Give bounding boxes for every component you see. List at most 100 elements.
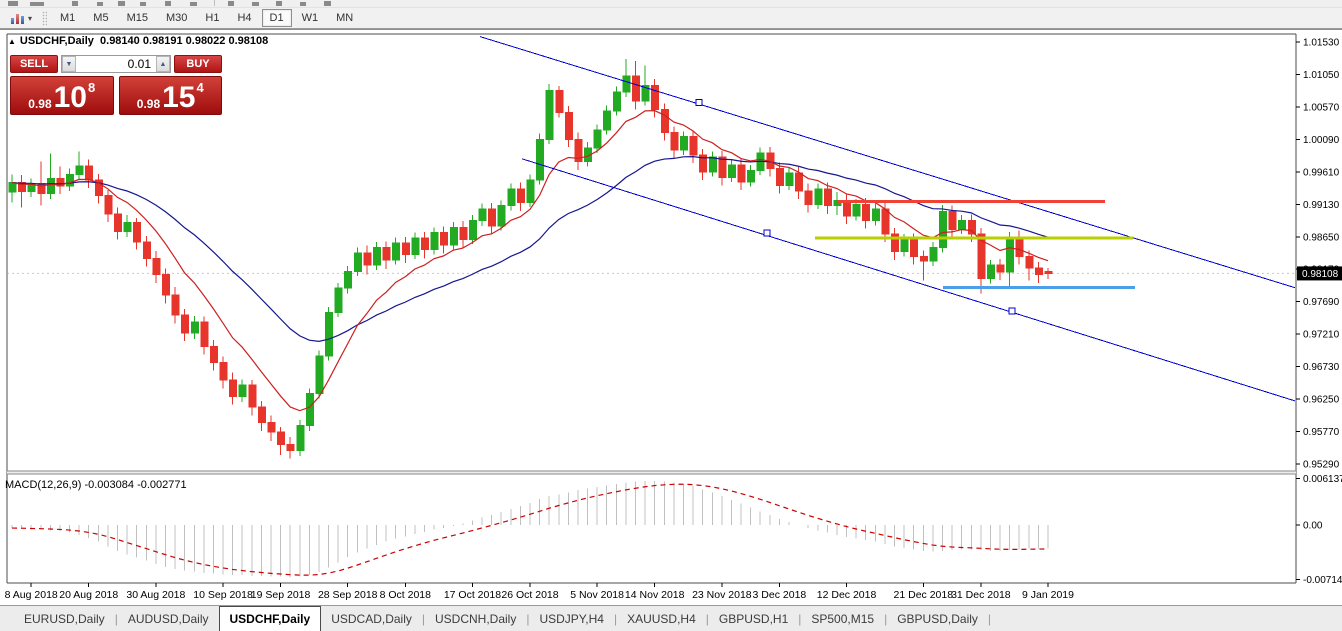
timeframe-button-mn[interactable]: MN — [336, 12, 354, 24]
svg-text:0.96250: 0.96250 — [1303, 395, 1340, 406]
sell-button[interactable]: SELL — [10, 55, 58, 73]
tab-separator: | — [613, 612, 618, 626]
timeframe-toolbar: ▾ M1 M5 M15 M30 H1 H4 D1 W1 MN — [0, 8, 1342, 29]
tab-gbpusd-daily[interactable]: GBPUSD,Daily — [897, 612, 978, 626]
collapse-triangle-icon[interactable]: ▲ — [8, 37, 16, 46]
tab-separator: | — [987, 612, 992, 626]
tab-separator: | — [421, 612, 425, 626]
trendline-channel-lower[interactable] — [521, 158, 1296, 402]
chart-window: 1.01530 1.01050 1.00570 1.00090 0.99610 0.991… — [0, 29, 1342, 605]
buy-button[interactable]: BUY — [174, 55, 222, 73]
svg-text:30 Aug 2018: 30 Aug 2018 — [126, 589, 185, 601]
toolbar-grip-handle[interactable] — [42, 10, 48, 26]
timeframe-button-h1[interactable]: H1 — [205, 12, 220, 24]
trendline-handle-1[interactable] — [763, 229, 771, 237]
pane-splitter[interactable] — [7, 471, 1296, 474]
timeframe-button-m30[interactable]: M30 — [165, 12, 188, 24]
tab-eurusd-daily[interactable]: EURUSD,Daily — [24, 612, 105, 626]
svg-text:0.006137: 0.006137 — [1303, 474, 1342, 485]
svg-text:28 Sep 2018: 28 Sep 2018 — [318, 589, 378, 601]
timeframe-button-d1[interactable]: D1 — [261, 9, 292, 27]
svg-text:0.98108: 0.98108 — [1302, 269, 1339, 280]
one-click-trading-panel: SELL ▼ 0.01 ▲ BUY 0.98 10 8 0.98 15 4 — [10, 55, 222, 115]
macd-indicator-label: MACD(12,26,9) -0.003084 -0.002771 — [5, 479, 187, 491]
svg-text:21 Dec 2018: 21 Dec 2018 — [894, 589, 954, 601]
timeframe-button-h4[interactable]: H4 — [237, 12, 252, 24]
svg-text:0.97210: 0.97210 — [1303, 330, 1340, 341]
tab-usdchf-daily[interactable]: USDCHF,Daily — [218, 606, 322, 631]
tab-sp500-m15[interactable]: SP500,M15 — [811, 612, 875, 626]
tab-separator: | — [798, 612, 802, 626]
timeframe-button-w1[interactable]: W1 — [301, 12, 319, 24]
svg-text:1.01530: 1.01530 — [1303, 38, 1340, 49]
sell-price-sup: 8 — [88, 80, 96, 95]
sell-price-base: 0.98 — [28, 97, 52, 111]
lot-size-input[interactable]: 0.01 — [76, 56, 156, 72]
svg-text:-0.007142: -0.007142 — [1303, 575, 1342, 586]
buy-price-sup: 4 — [196, 80, 204, 95]
timeframe-button-m15[interactable]: M15 — [126, 12, 148, 24]
clipped-toolbar-strip — [0, 0, 1342, 8]
svg-text:8 Aug 2018: 8 Aug 2018 — [5, 589, 58, 601]
svg-text:31 Dec 2018: 31 Dec 2018 — [951, 589, 1011, 601]
bar-chart-icon — [10, 12, 25, 25]
svg-text:10 Sep 2018: 10 Sep 2018 — [193, 589, 253, 601]
chart-ohlc-values: 0.98140 0.98191 0.98022 0.98108 — [100, 35, 269, 47]
candles-layer — [8, 58, 1053, 459]
tab-separator: | — [526, 612, 530, 626]
chevron-down-icon: ▾ — [28, 13, 33, 23]
tab-audusd-daily[interactable]: AUDUSD,Daily — [127, 612, 209, 626]
tab-xauusd-h4[interactable]: XAUUSD,H4 — [627, 612, 696, 626]
macd-pane — [11, 480, 1049, 578]
time-axis[interactable]: 8 Aug 2018 20 Aug 2018 30 Aug 2018 10 Sep 2… — [5, 583, 1075, 601]
timeframe-button-m5[interactable]: M5 — [93, 12, 109, 24]
svg-text:0.96730: 0.96730 — [1303, 362, 1340, 373]
sell-price-box[interactable]: 0.98 10 8 — [10, 76, 114, 115]
timeframe-button-m1[interactable]: M1 — [60, 12, 76, 24]
svg-text:9 Jan 2019: 9 Jan 2019 — [1022, 589, 1074, 601]
ma-slow-line — [11, 156, 1049, 342]
tab-separator: | — [705, 612, 709, 626]
lot-decrease-button[interactable]: ▼ — [62, 56, 76, 72]
svg-text:0.00: 0.00 — [1303, 521, 1323, 532]
plot-frame — [6, 33, 1297, 584]
svg-text:5 Nov 2018: 5 Nov 2018 — [570, 589, 624, 601]
svg-text:0.99610: 0.99610 — [1303, 167, 1340, 178]
lot-increase-button[interactable]: ▲ — [156, 56, 170, 72]
sell-price-big: 10 — [53, 81, 87, 114]
buy-price-box[interactable]: 0.98 15 4 — [118, 76, 222, 115]
tab-separator: | — [884, 612, 888, 626]
macd-histogram — [11, 480, 1049, 578]
svg-text:1.01050: 1.01050 — [1303, 70, 1340, 81]
svg-text:0.99130: 0.99130 — [1303, 200, 1340, 211]
svg-text:12 Dec 2018: 12 Dec 2018 — [817, 589, 877, 601]
tab-gbpusd-h1[interactable]: GBPUSD,H1 — [718, 612, 789, 626]
buy-price-big: 15 — [162, 81, 196, 114]
chart-profile-button[interactable]: ▾ — [6, 11, 36, 26]
chart-title: ▲ USDCHF,Daily 0.98140 0.98191 0.98022 0.… — [8, 35, 268, 47]
svg-text:26 Oct 2018: 26 Oct 2018 — [501, 589, 558, 601]
svg-text:0.98650: 0.98650 — [1303, 232, 1340, 243]
tab-usdcad-daily[interactable]: USDCAD,Daily — [331, 612, 412, 626]
macd-signal-line — [11, 483, 1049, 576]
svg-text:23 Nov 2018: 23 Nov 2018 — [692, 589, 752, 601]
tab-separator: | — [114, 612, 118, 626]
trendline-channel-upper[interactable] — [479, 36, 1296, 289]
svg-text:14 Nov 2018: 14 Nov 2018 — [625, 589, 685, 601]
svg-text:1.00090: 1.00090 — [1303, 135, 1340, 146]
svg-text:0.97690: 0.97690 — [1303, 297, 1340, 308]
price-axis[interactable]: 1.01530 1.01050 1.00570 1.00090 0.99610 0.991… — [1296, 38, 1342, 586]
svg-text:0.95770: 0.95770 — [1303, 427, 1340, 438]
svg-text:3 Dec 2018: 3 Dec 2018 — [753, 589, 807, 601]
price-chart-canvas[interactable]: 1.01530 1.01050 1.00570 1.00090 0.99610 0.991… — [0, 30, 1342, 606]
current-price-tag — [1297, 266, 1342, 281]
trendline-handle-0[interactable] — [695, 99, 703, 107]
tab-usdcnh-daily[interactable]: USDCNH,Daily — [435, 612, 517, 626]
svg-text:0.95290: 0.95290 — [1303, 460, 1340, 471]
chart-tab-bar: EURUSD,Daily | AUDUSD,Daily USDCHF,Daily USD… — [0, 605, 1342, 631]
chart-symbol-label: USDCHF,Daily — [19, 35, 94, 47]
tab-usdjpy-h4[interactable]: USDJPY,H4 — [539, 612, 604, 626]
svg-text:8 Oct 2018: 8 Oct 2018 — [380, 589, 432, 601]
trendline-handle-2[interactable] — [1008, 307, 1016, 315]
buy-price-base: 0.98 — [136, 97, 161, 111]
